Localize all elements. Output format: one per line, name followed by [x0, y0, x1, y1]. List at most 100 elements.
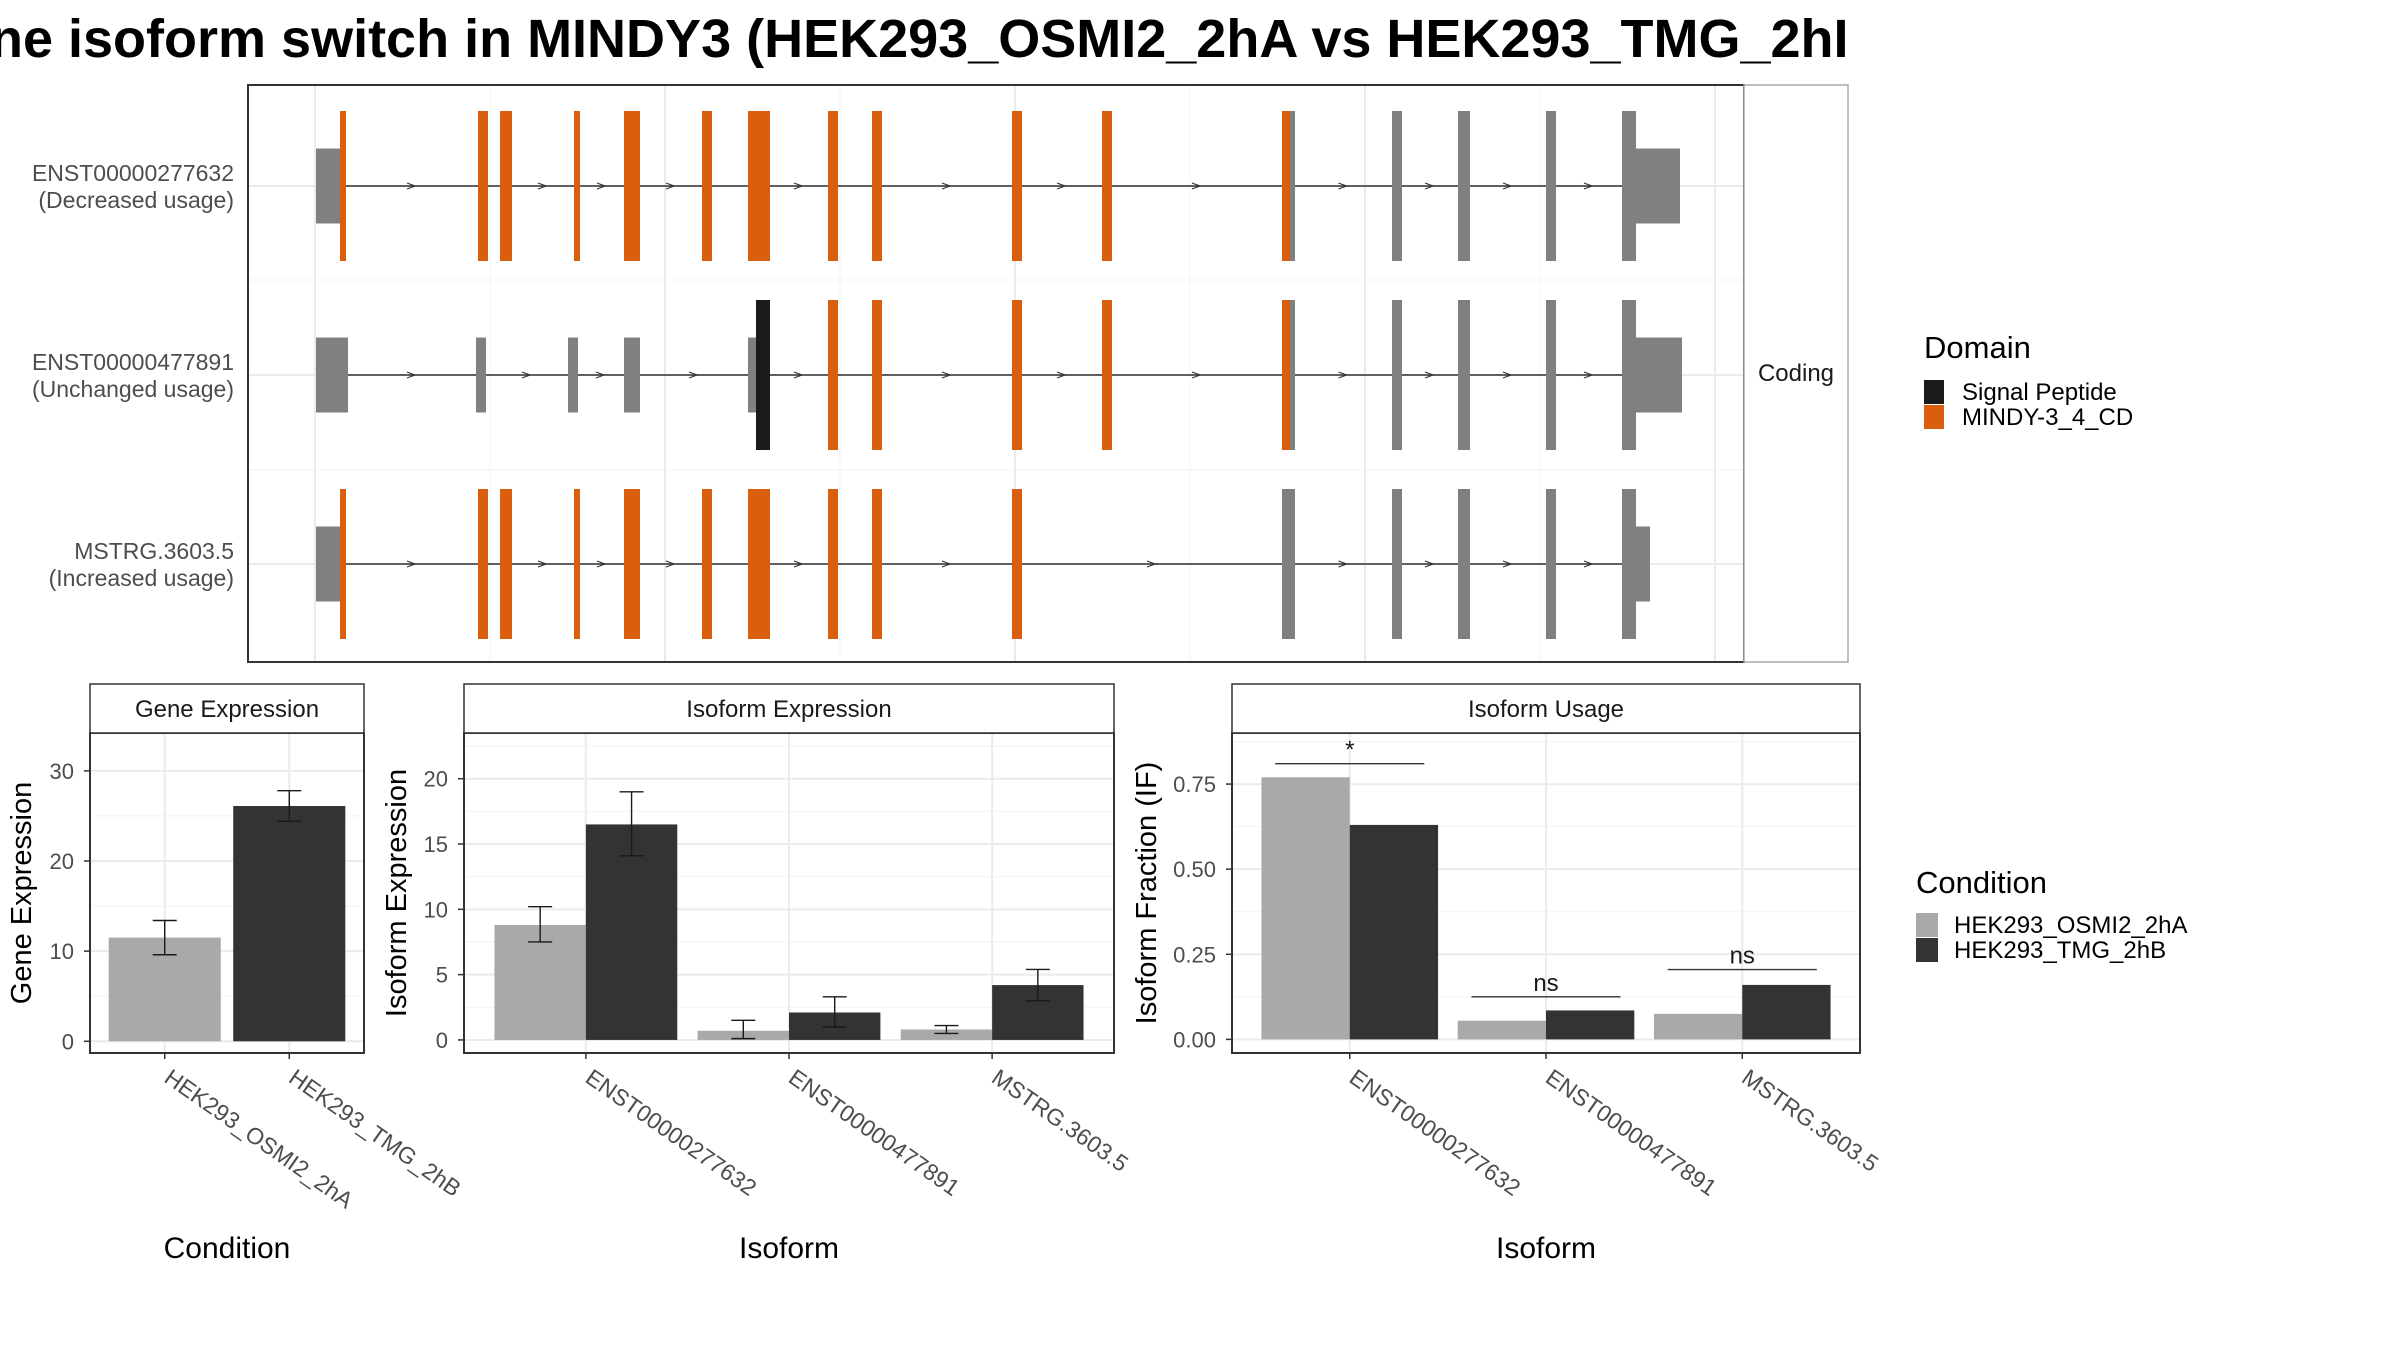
- isoform-track-enst00000477891: [316, 300, 1682, 450]
- exon-utr: [316, 148, 340, 224]
- structure-isoforms: [316, 111, 1682, 639]
- exon-coding: [1392, 111, 1402, 261]
- intron-direction-arrow: [941, 371, 952, 379]
- intron-direction-arrow: [521, 371, 532, 379]
- bar-mstrg-3603-5-hek293-osmi2-2ha: [900, 1029, 993, 1040]
- error-bar-enst00000277632-hek293-tmg-2hb: [619, 791, 644, 857]
- exon-utr: [1636, 148, 1680, 224]
- exon-coding: [1392, 300, 1402, 450]
- error-bar-enst00000477891-hek293-osmi2-2ha: [731, 1019, 756, 1040]
- exon-coding: [1290, 111, 1295, 261]
- exon-coding: [1622, 300, 1636, 450]
- y-tick-label: 0.00: [1173, 1027, 1216, 1052]
- isoform-usage-label-mstrg-3603-5: (Increased usage): [49, 565, 234, 591]
- intron-direction-arrow: [537, 560, 548, 568]
- exon-mindy-domain: [624, 111, 640, 261]
- domain-legend-swatch-signal-peptide: [1924, 380, 1944, 404]
- exon-mindy-domain: [1102, 300, 1112, 450]
- panel-strip-title: Isoform Usage: [1468, 696, 1624, 723]
- intron-direction-arrow: [596, 560, 607, 568]
- bar-mstrg-3603-5-hek293-osmi2-2ha: [1653, 1013, 1743, 1040]
- x-axis-label: Isoform: [1496, 1232, 1596, 1265]
- exon-mindy-domain: [1012, 300, 1022, 450]
- bar-enst00000477891-hek293-tmg-2hb: [1546, 1010, 1635, 1040]
- exon-mindy-domain: [872, 111, 882, 261]
- isoform-label-mstrg-3603-5: MSTRG.3603.5: [74, 538, 234, 564]
- intron-direction-arrow: [1338, 371, 1349, 379]
- intron-direction-arrow: [595, 371, 606, 379]
- bar-hek293-tmg-2hb: [233, 806, 346, 1042]
- intron-direction-arrow: [1338, 560, 1349, 568]
- y-tick-label: 30: [50, 759, 74, 784]
- x-axis-label: Isoform: [739, 1232, 839, 1265]
- exon-mindy-domain: [1282, 300, 1290, 450]
- isoform-label-enst00000277632: ENST00000277632: [32, 160, 234, 186]
- exon-utr: [568, 337, 578, 413]
- exon-mindy-domain: [702, 111, 712, 261]
- intron-direction-arrow: [596, 182, 607, 190]
- bar-enst00000277632-hek293-osmi2-2ha: [1261, 777, 1350, 1040]
- exon-utr: [316, 526, 340, 602]
- intron-direction-arrow: [665, 182, 676, 190]
- y-tick-label: 0: [436, 1028, 448, 1053]
- exon-mindy-domain: [702, 489, 712, 639]
- exon-coding: [1546, 300, 1556, 450]
- error-bar-enst00000477891-hek293-tmg-2hb: [822, 996, 847, 1028]
- structure-strip-label: Coding: [1758, 360, 1834, 387]
- intron-direction-arrow: [793, 182, 804, 190]
- condition-legend: Condition HEK293_OSMI2_2hA HEK293_TMG_2h…: [1916, 865, 2187, 964]
- intron-direction-arrow: [1424, 560, 1435, 568]
- error-bar-enst00000277632-hek293-osmi2-2ha: [528, 906, 553, 943]
- exon-coding: [1622, 111, 1636, 261]
- significance-label: ns: [1730, 943, 1755, 970]
- exon-mindy-domain: [478, 489, 488, 639]
- panel-strip: [1231, 683, 1861, 734]
- panel-strip: [463, 683, 1115, 734]
- isoform-label-enst00000477891: ENST00000477891: [32, 349, 234, 375]
- condition-legend-title: Condition: [1916, 865, 2047, 900]
- isoform-structure-panel: Coding ENST00000277632(Decreased usage)E…: [32, 84, 1849, 663]
- exon-coding: [1282, 489, 1295, 639]
- x-tick-label-enst00000277632: ENST00000277632: [581, 1064, 761, 1201]
- y-tick-label: 20: [424, 767, 448, 792]
- exon-mindy-domain: [872, 300, 882, 450]
- intron-direction-arrow: [1424, 182, 1435, 190]
- x-tick-label-mstrg-3603-5: MSTRG.3603.5: [1737, 1064, 1883, 1177]
- exon-coding: [1458, 489, 1470, 639]
- exon-mindy-domain: [1012, 489, 1022, 639]
- intron-direction-arrow: [406, 560, 417, 568]
- exon-utr: [316, 337, 348, 413]
- exon-mindy-domain: [340, 111, 346, 261]
- exon-mindy-domain: [872, 489, 882, 639]
- exon-coding: [1622, 489, 1636, 639]
- domain-legend-title: Domain: [1924, 330, 2031, 365]
- exon-utr: [624, 337, 640, 413]
- exon-coding: [1392, 489, 1402, 639]
- bar-enst00000477891-hek293-osmi2-2ha: [1457, 1020, 1546, 1040]
- intron-direction-arrow: [1056, 182, 1067, 190]
- panel-strip-title: Gene Expression: [135, 696, 319, 723]
- exon-mindy-domain: [574, 489, 580, 639]
- exon-mindy-domain: [500, 489, 512, 639]
- intron-direction-arrow: [1056, 371, 1067, 379]
- exon-mindy-domain: [624, 489, 640, 639]
- intron-direction-arrow: [1338, 182, 1349, 190]
- exon-coding: [1458, 111, 1470, 261]
- intron-direction-arrow: [1502, 371, 1513, 379]
- panel-strip-title: Isoform Expression: [686, 696, 891, 723]
- intron-direction-arrow: [406, 371, 417, 379]
- exon-utr: [476, 337, 486, 413]
- structure-isoform-labels: ENST00000277632(Decreased usage) ENST0000…: [32, 160, 234, 591]
- isoform-usage-label-enst00000277632: (Decreased usage): [38, 187, 234, 213]
- intron-direction-arrow: [1583, 560, 1594, 568]
- y-tick-label: 10: [424, 897, 448, 922]
- exon-utr: [1636, 337, 1682, 413]
- panel-isoform-expression: Isoform Expression 0 5 10 15 20 ENST0000027763…: [381, 683, 1133, 1265]
- bar-enst00000277632-hek293-tmg-2hb: [585, 824, 678, 1040]
- intron-direction-arrow: [1191, 182, 1202, 190]
- x-tick-label-enst00000477891: ENST00000477891: [784, 1064, 964, 1201]
- exon-mindy-domain: [748, 489, 770, 639]
- exon-coding: [1546, 111, 1556, 261]
- intron-direction-arrow: [1146, 560, 1157, 568]
